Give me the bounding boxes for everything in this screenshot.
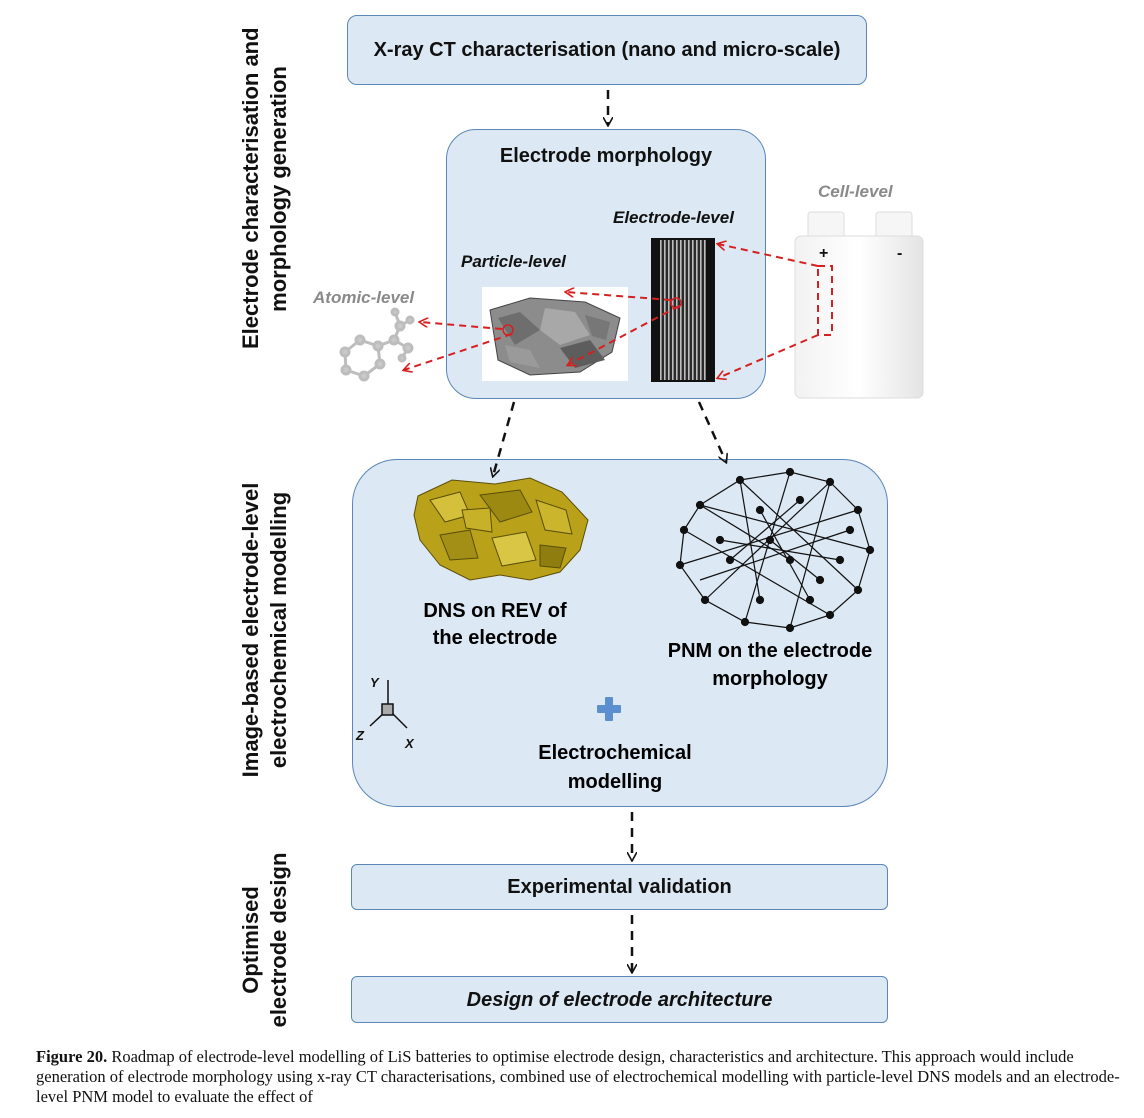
experimental-validation-label: Experimental validation bbox=[507, 876, 732, 898]
axes-triad-icon bbox=[369, 680, 408, 729]
arrow-morphology-to-dns bbox=[493, 401, 516, 476]
dns-label-line: the electrode bbox=[432, 627, 558, 649]
xray-ct-box: X-ray CT characterisation (nano and micr… bbox=[347, 15, 867, 85]
cell-plus-terminal: + bbox=[819, 245, 828, 262]
design-architecture-box: Design of electrode architecture bbox=[351, 976, 888, 1023]
particle-level-image bbox=[482, 287, 628, 381]
dns-label-line: DNS on REV of bbox=[423, 600, 567, 622]
figure-caption: Figure 20. Roadmap of electrode-level mo… bbox=[36, 1047, 1126, 1107]
axis-label-y: Y bbox=[370, 675, 380, 690]
electrode-level-image bbox=[651, 238, 715, 382]
red-scale-arrows bbox=[404, 244, 833, 378]
arrow-morphology-to-pnm bbox=[697, 401, 726, 462]
design-architecture-label: Design of electrode architecture bbox=[466, 989, 773, 1011]
xray-ct-label: X-ray CT characterisation (nano and micr… bbox=[373, 39, 841, 61]
electrochemical-label-line: modelling bbox=[567, 771, 663, 793]
pnm-label-line: morphology bbox=[712, 668, 828, 690]
axis-label-z: Z bbox=[355, 728, 365, 743]
caption-label: Figure 20. bbox=[36, 1047, 108, 1066]
battery-cell-icon bbox=[794, 211, 924, 399]
pnm-label-line: PNM on the electrode bbox=[667, 640, 873, 662]
axis-label-x: X bbox=[404, 736, 415, 751]
atomic-level-label: Atomic-level bbox=[313, 288, 415, 307]
experimental-validation-box: Experimental validation bbox=[351, 864, 888, 910]
electrode-morphology-title: Electrode morphology bbox=[499, 145, 713, 167]
cell-level-label: Cell-level bbox=[818, 182, 893, 201]
particle-level-label: Particle-level bbox=[461, 252, 566, 271]
atomic-molecule-icon bbox=[339, 307, 415, 382]
cell-minus-terminal: - bbox=[897, 245, 902, 262]
pnm-network-image bbox=[675, 467, 875, 633]
electrochemical-label: Electrochemical modelling bbox=[530, 739, 700, 797]
caption-text: Roadmap of electrode-level modelling of … bbox=[36, 1047, 1120, 1106]
plus-icon bbox=[597, 697, 621, 721]
electrode-level-label: Electrode-level bbox=[613, 208, 734, 227]
dns-structure-image bbox=[413, 477, 589, 581]
pnm-label: PNM on the electrode morphology bbox=[640, 637, 900, 693]
dns-label: DNS on REV of the electrode bbox=[410, 598, 580, 652]
electrochemical-label-line: Electrochemical bbox=[538, 742, 692, 764]
